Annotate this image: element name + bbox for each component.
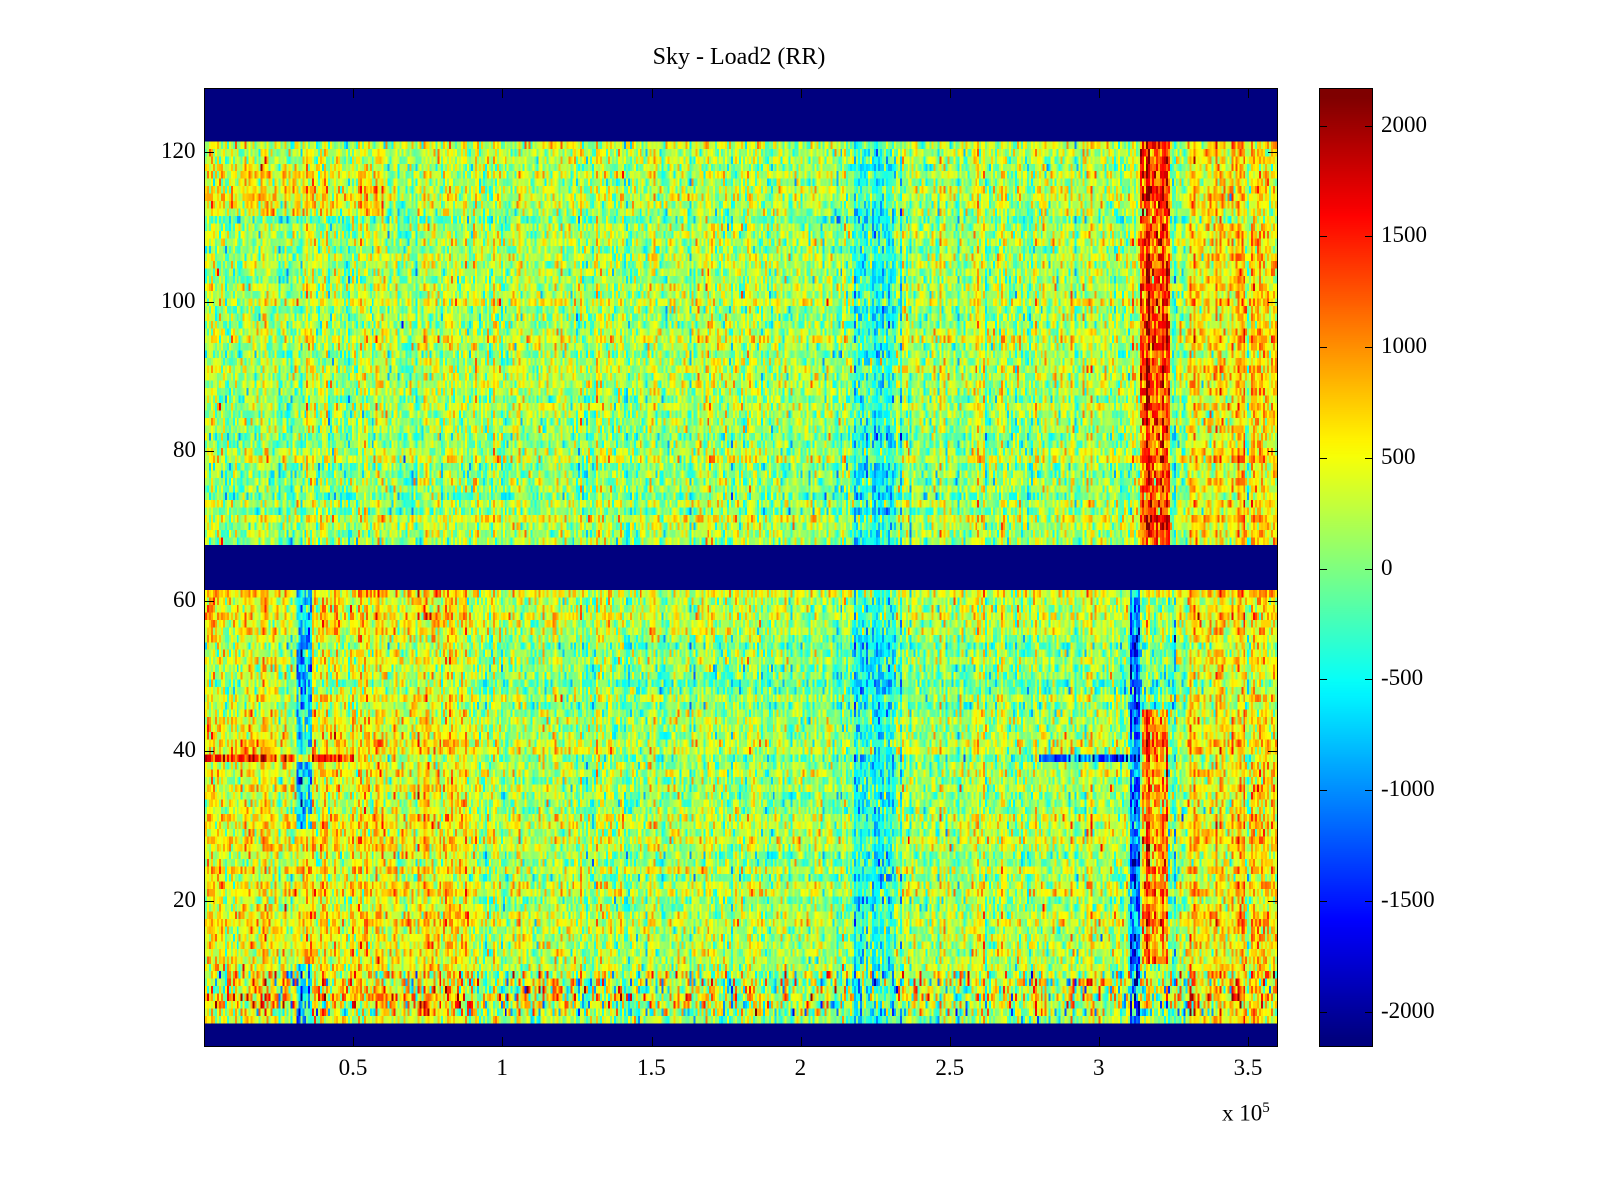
colorbar-tick-right: [1365, 125, 1373, 127]
colorbar-gradient: [1320, 89, 1372, 1046]
x-tick-top: [651, 88, 653, 98]
colorbar: [1319, 88, 1373, 1047]
x-tick: [949, 1037, 951, 1047]
y-tick-right: [1268, 900, 1278, 902]
colorbar-tick: [1319, 347, 1327, 349]
colorbar-tick-right: [1365, 236, 1373, 238]
colorbar-tick-right: [1365, 679, 1373, 681]
colorbar-tick-label: -1000: [1381, 776, 1435, 802]
y-tick-right: [1268, 451, 1278, 453]
x-tick-label: 1: [496, 1055, 508, 1080]
colorbar-tick-right: [1365, 790, 1373, 792]
colorbar-tick-right: [1365, 900, 1373, 902]
y-tick-label: 20: [173, 886, 196, 912]
x-tick-label: 1.5: [637, 1055, 666, 1080]
colorbar-tick-right: [1365, 1011, 1373, 1013]
x-tick-top: [800, 88, 802, 98]
colorbar-tick-label: 1000: [1381, 333, 1427, 359]
x-tick: [800, 1037, 802, 1047]
colorbar-tick-right: [1365, 457, 1373, 459]
colorbar-tick-label: -500: [1381, 665, 1424, 691]
x-tick: [502, 1037, 504, 1047]
y-tick: [204, 451, 214, 453]
y-tick-right: [1268, 601, 1278, 603]
x-multiplier-base: x 10: [1222, 1100, 1263, 1126]
colorbar-tick: [1319, 457, 1327, 459]
colorbar-tick: [1319, 568, 1327, 570]
colorbar-tick-label: -2000: [1381, 997, 1435, 1023]
colorbar-tick-right: [1365, 347, 1373, 349]
y-tick: [204, 751, 214, 753]
chart-title: Sky - Load2 (RR): [652, 44, 826, 70]
colorbar-tick-label: 2000: [1381, 111, 1427, 137]
colorbar-tick: [1319, 236, 1327, 238]
y-tick-right: [1268, 301, 1278, 303]
heatmap-image: [205, 89, 1277, 1046]
x-multiplier-label: x 105: [1222, 1100, 1270, 1127]
x-tick-label: 3.5: [1233, 1055, 1263, 1080]
colorbar-tick-label: -1500: [1381, 886, 1435, 912]
y-tick: [204, 900, 214, 902]
x-tick-top: [949, 88, 951, 98]
x-tick: [1248, 1037, 1250, 1047]
x-multiplier-exponent: 5: [1262, 1100, 1270, 1116]
y-tick: [204, 601, 214, 603]
y-tick: [204, 151, 214, 153]
x-tick-top: [353, 88, 355, 98]
colorbar-tick-label: 500: [1381, 443, 1416, 469]
y-tick-label: 100: [161, 287, 196, 313]
x-tick-label: 2: [794, 1055, 807, 1080]
x-tick: [1099, 1037, 1100, 1047]
x-tick-label: 3: [1093, 1055, 1105, 1080]
x-tick: [651, 1037, 653, 1047]
x-tick-top: [1248, 88, 1250, 98]
plot-area: [204, 88, 1278, 1047]
y-tick-label: 60: [173, 587, 196, 613]
y-tick: [204, 301, 214, 303]
x-tick-label: 2.5: [935, 1055, 965, 1080]
colorbar-tick-right: [1365, 568, 1373, 570]
colorbar-tick: [1319, 125, 1327, 127]
x-tick: [353, 1037, 355, 1047]
colorbar-tick-label: 0: [1381, 554, 1393, 580]
x-tick-label: 0.5: [338, 1055, 368, 1080]
y-tick-label: 40: [173, 737, 196, 763]
colorbar-tick-label: 1500: [1381, 222, 1427, 248]
colorbar-tick: [1319, 679, 1327, 681]
x-tick-top: [502, 88, 504, 98]
y-tick-label: 120: [161, 137, 196, 163]
colorbar-tick: [1319, 790, 1327, 792]
y-tick-right: [1268, 151, 1278, 153]
colorbar-tick: [1319, 1011, 1327, 1013]
x-tick-top: [1099, 88, 1100, 98]
y-tick-label: 80: [173, 437, 196, 463]
y-tick-right: [1268, 751, 1278, 753]
colorbar-tick: [1319, 900, 1327, 902]
